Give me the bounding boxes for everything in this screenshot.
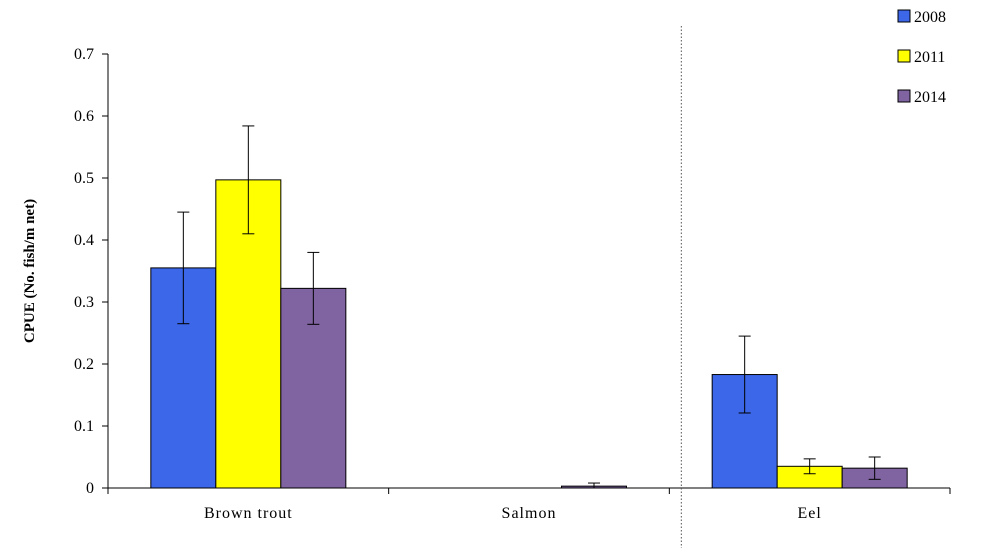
y-axis-title: CPUE (No. fish/m net)	[22, 199, 38, 343]
y-tick-label: 0.7	[74, 46, 94, 63]
x-category-label: Salmon	[502, 505, 557, 522]
y-tick-label: 0.2	[74, 356, 94, 373]
legend: 2008 2011 2014	[897, 9, 946, 106]
legend-swatch	[897, 89, 911, 103]
y-tick-label: 0.6	[74, 108, 94, 125]
y-tick-label: 0	[86, 480, 94, 497]
x-category-label: Eel	[798, 505, 822, 522]
y-tick-label: 0.4	[74, 232, 94, 249]
y-tick-label: 0.5	[74, 170, 94, 187]
y-tick-label: 0.1	[74, 418, 94, 435]
legend-label: 2011	[914, 49, 945, 66]
legend-label: 2008	[914, 9, 946, 26]
bars	[150, 179, 908, 489]
legend-swatch	[897, 9, 911, 23]
legend-swatch	[897, 49, 911, 63]
error-bars	[177, 125, 881, 489]
x-category-label: Brown trout	[204, 505, 293, 522]
legend-label: 2014	[914, 89, 946, 106]
y-tick-label: 0.3	[74, 294, 94, 311]
y-axis: 0 0.1 0.2 0.3 0.4 0.5 0.6 0.7	[74, 46, 109, 497]
